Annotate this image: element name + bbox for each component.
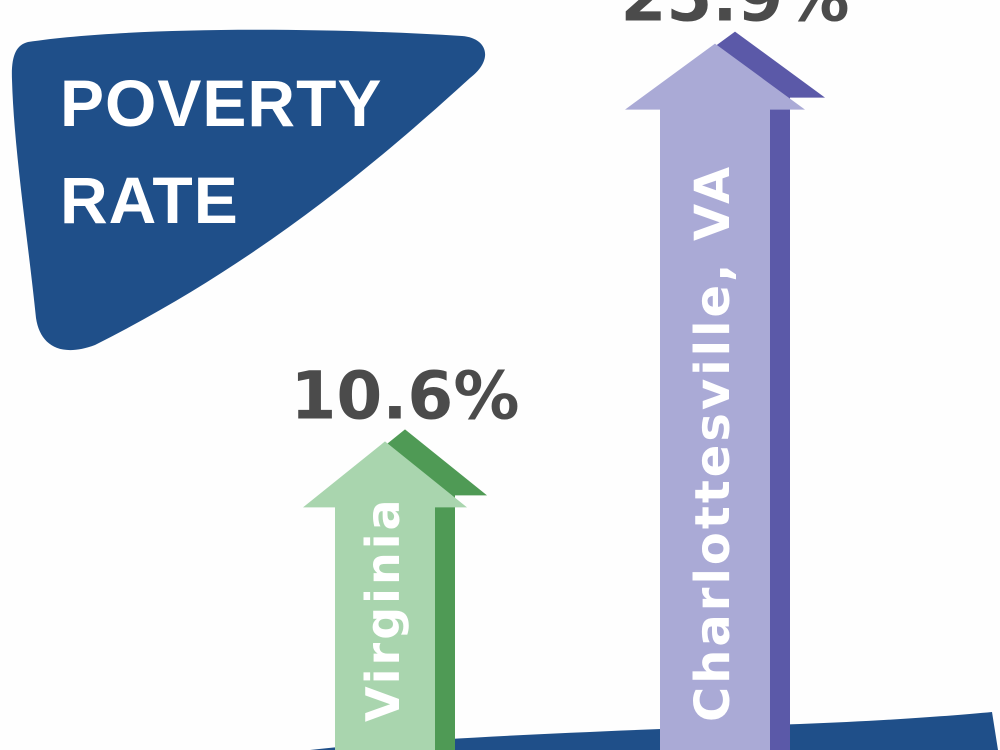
baseline: [310, 712, 998, 750]
chart-bars: Virginia 10.6% Charlottesville, VA 25.9%: [291, 0, 850, 750]
title-line-2: RATE: [60, 163, 239, 237]
value-label: 10.6%: [291, 357, 520, 434]
category-label: Virginia: [356, 497, 410, 723]
title-line-1: POVERTY: [60, 66, 382, 140]
bar-arrow: [625, 43, 805, 750]
value-label: 25.9%: [621, 0, 850, 37]
category-label: Charlottesville, VA: [685, 164, 741, 722]
title-blob: [11, 29, 486, 351]
bar-arrow: [303, 441, 467, 750]
